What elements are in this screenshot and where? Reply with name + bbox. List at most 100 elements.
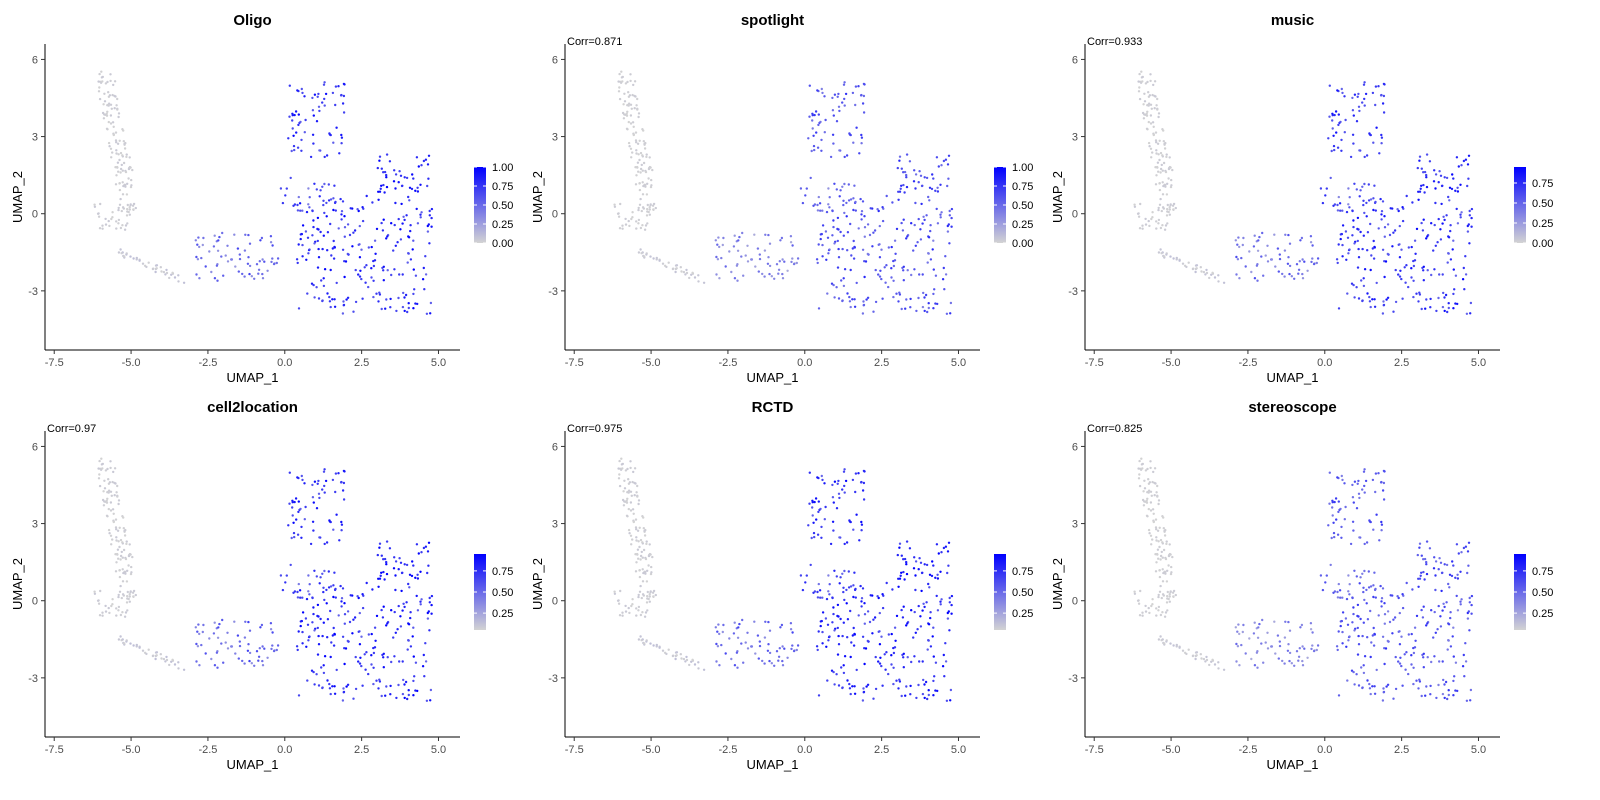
scatter-point [1306, 656, 1309, 659]
scatter-point [715, 660, 718, 663]
scatter-point [878, 224, 881, 228]
scatter-point [299, 233, 302, 236]
scatter-point [417, 552, 420, 555]
scatter-point [947, 177, 950, 180]
scatter-point [130, 565, 133, 569]
scatter-point [271, 644, 274, 647]
scatter-point [322, 83, 326, 86]
scatter-point [303, 518, 306, 521]
scatter-point [201, 243, 204, 247]
scatter-point [365, 264, 368, 267]
scatter-point [1373, 298, 1376, 301]
scatter-point [419, 216, 422, 219]
scatter-point [210, 657, 213, 661]
scatter-point [1341, 630, 1344, 634]
scatter-point [308, 196, 311, 199]
scatter-point [1423, 578, 1426, 581]
scatter-point [1443, 296, 1446, 299]
scatter-point [816, 89, 819, 92]
scatter-point [1256, 636, 1260, 639]
scatter-point [942, 159, 946, 163]
scatter-point [1333, 590, 1337, 593]
scatter-point [126, 210, 129, 213]
scatter-point [1161, 181, 1164, 184]
scatter-point [881, 606, 885, 610]
scatter-point [932, 292, 935, 296]
scatter-point [1369, 305, 1372, 309]
scatter-point [826, 236, 830, 239]
scatter-point [319, 189, 322, 192]
scatter-point [357, 243, 360, 246]
scatter-point [341, 248, 345, 251]
scatter-point [1425, 540, 1429, 543]
scatter-point [1426, 269, 1429, 272]
scatter-point [1258, 622, 1261, 626]
legend-tick-label: 0.25 [1012, 608, 1033, 620]
scatter-point [1238, 664, 1241, 667]
scatter-point [330, 254, 333, 257]
scatter-point [1452, 292, 1455, 296]
x-tick-label: -2.5 [198, 744, 217, 756]
scatter-point [297, 307, 301, 310]
scatter-point [819, 620, 822, 623]
scatter-point [877, 660, 880, 663]
scatter-point [346, 296, 350, 299]
scatter-point [340, 142, 343, 145]
x-tick-label: -5.0 [642, 357, 661, 369]
scatter-point [949, 688, 953, 692]
scatter-point [1163, 142, 1166, 146]
scatter-point [1356, 239, 1359, 243]
scatter-point [106, 497, 109, 500]
scatter-point [170, 660, 173, 663]
scatter-point [1133, 203, 1136, 206]
scatter-point [1154, 131, 1158, 134]
scatter-point [111, 211, 114, 214]
scatter-point [1380, 529, 1383, 532]
scatter-point [398, 170, 401, 173]
scatter-point [107, 482, 111, 485]
scatter-point [638, 575, 642, 579]
scatter-point [415, 594, 418, 598]
scatter-point [744, 641, 747, 644]
scatter-point [1462, 653, 1465, 657]
scatter-point [295, 131, 298, 134]
scatter-point [403, 563, 406, 566]
scatter-point [921, 222, 924, 225]
scatter-point [1335, 645, 1339, 648]
scatter-point [1244, 265, 1247, 268]
scatter-point [1331, 112, 1334, 116]
scatter-point [636, 142, 640, 145]
scatter-point [624, 469, 628, 472]
scatter-point [823, 95, 826, 98]
scatter-point [716, 258, 720, 261]
scatter-point [1356, 626, 1359, 630]
scatter-point [412, 655, 415, 658]
scatter-point [841, 488, 844, 491]
scatter-point [321, 247, 324, 251]
x-tick-label: 5.0 [951, 357, 966, 369]
scatter-point [874, 300, 878, 304]
scatter-point [317, 643, 321, 646]
scatter-point [430, 225, 433, 228]
scatter-point [322, 671, 326, 675]
scatter-point [1202, 657, 1206, 661]
scatter-point [364, 668, 367, 671]
scatter-point [1446, 261, 1449, 264]
scatter-point [720, 256, 723, 260]
scatter-point [321, 299, 324, 302]
scatter-point [1447, 623, 1451, 626]
scatter-point [1347, 639, 1350, 642]
scatter-point [827, 574, 830, 577]
scatter-point [921, 273, 924, 276]
x-tick-label: -5.0 [1162, 744, 1181, 756]
scatter-point [857, 614, 860, 617]
scatter-point [1205, 655, 1208, 659]
scatter-point [308, 583, 311, 586]
scatter-point [693, 663, 697, 666]
scatter-point [887, 633, 890, 636]
scatter-point [332, 595, 335, 599]
scatter-point [1277, 270, 1280, 273]
scatter-point [1455, 156, 1459, 159]
scatter-point [1157, 502, 1160, 506]
scatter-point [415, 543, 419, 546]
